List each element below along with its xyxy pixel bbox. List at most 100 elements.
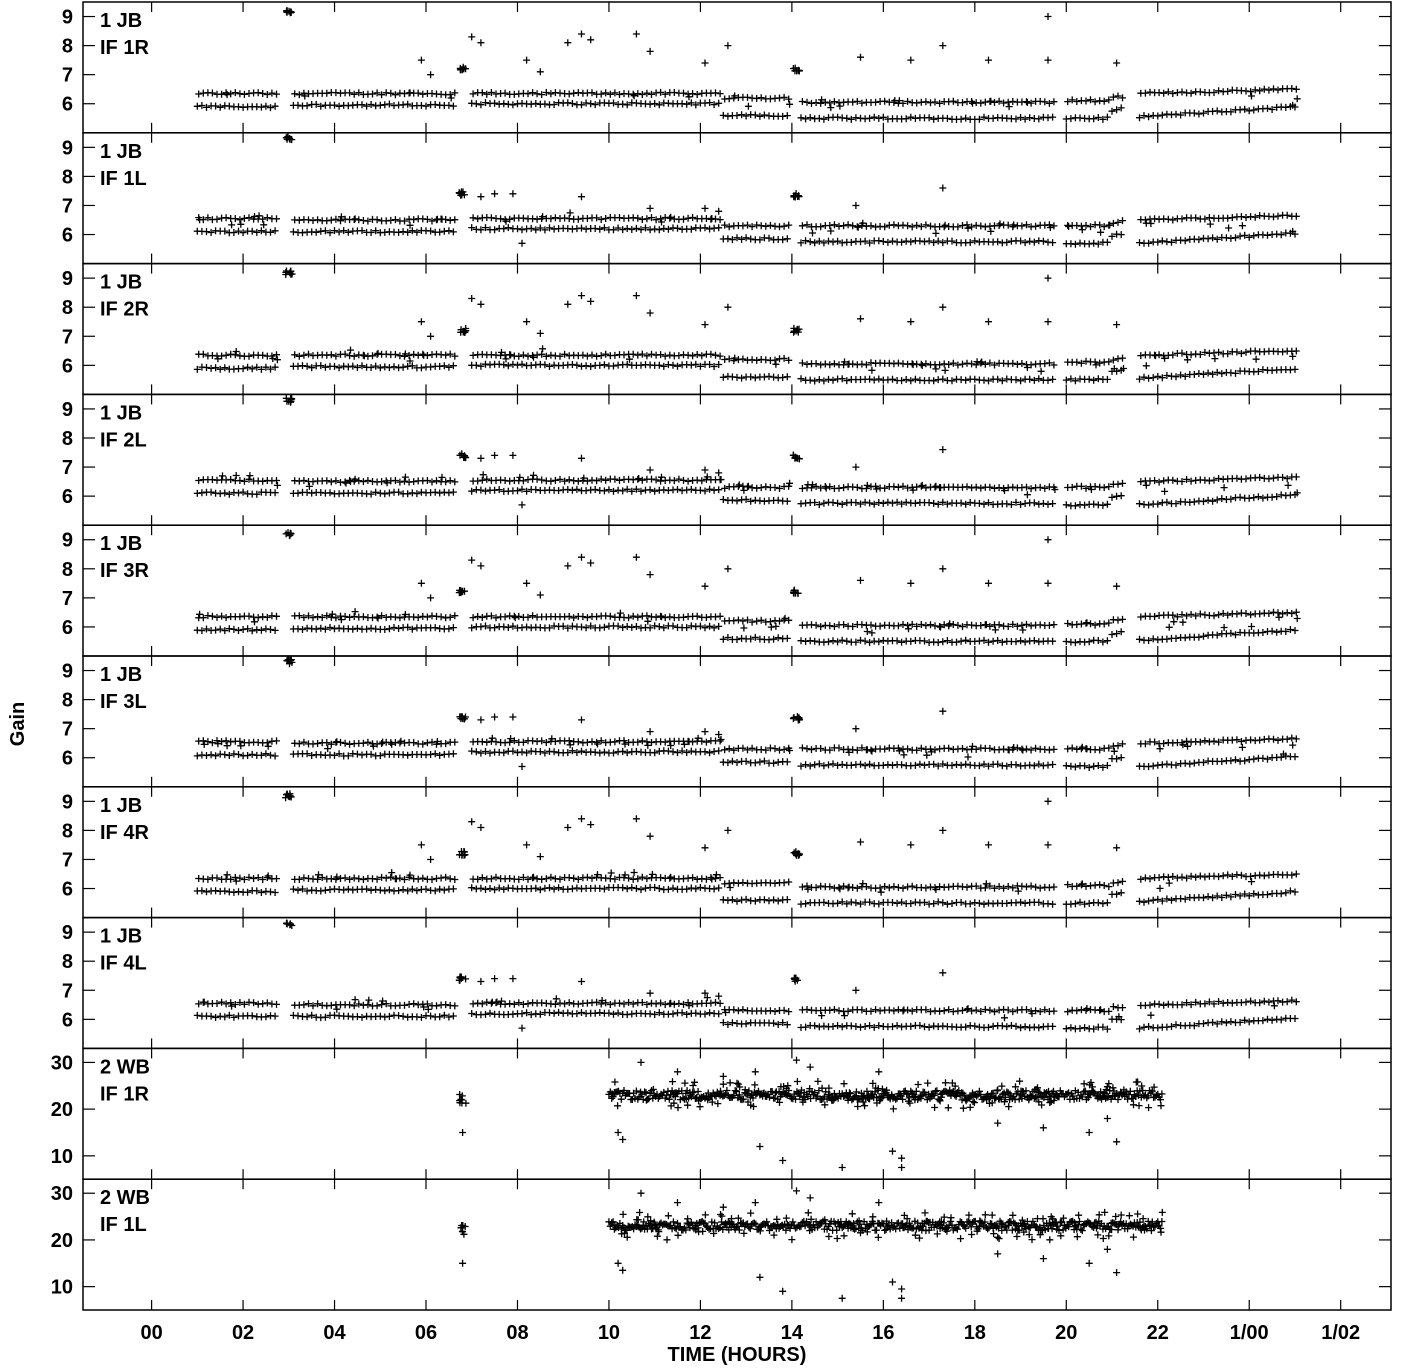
data-point xyxy=(263,214,271,222)
data-point xyxy=(333,738,341,746)
y-tick-label: 8 xyxy=(62,297,73,319)
data-point xyxy=(934,898,942,906)
data-point xyxy=(853,97,861,105)
data-point xyxy=(687,361,695,369)
panel-label-station: 1 JB xyxy=(100,533,142,555)
data-point xyxy=(620,1000,628,1008)
data-point xyxy=(834,1022,842,1030)
data-point xyxy=(790,588,797,596)
data-point xyxy=(230,888,238,896)
data-point xyxy=(327,216,335,224)
data-point xyxy=(251,213,258,220)
data-point xyxy=(583,477,591,485)
data-point xyxy=(820,239,828,247)
data-point xyxy=(898,377,906,385)
data-point xyxy=(721,746,729,754)
data-point xyxy=(1013,622,1021,630)
data-point xyxy=(564,624,572,632)
data-point xyxy=(771,1008,779,1015)
data-point xyxy=(387,216,395,224)
data-point xyxy=(1237,213,1245,221)
data-point xyxy=(456,586,464,594)
data-point xyxy=(478,1000,486,1008)
data-point xyxy=(1237,350,1245,357)
data-point xyxy=(646,47,654,55)
data-point xyxy=(1179,741,1187,749)
data-point xyxy=(477,978,485,985)
data-point xyxy=(715,992,723,1000)
data-point xyxy=(748,744,756,752)
data-point xyxy=(469,90,477,98)
data-point xyxy=(591,1009,599,1017)
data-point xyxy=(573,749,581,756)
data-point xyxy=(536,224,544,232)
data-point xyxy=(212,364,220,372)
data-point xyxy=(911,499,919,507)
data-point xyxy=(227,90,235,98)
data-point xyxy=(1232,891,1239,898)
data-point xyxy=(408,227,416,235)
data-point xyxy=(980,636,988,644)
data-point xyxy=(353,1013,361,1021)
data-point xyxy=(698,352,706,360)
data-point xyxy=(501,89,509,97)
data-point xyxy=(1248,623,1255,630)
data-point xyxy=(1187,89,1195,97)
data-point xyxy=(1023,745,1030,753)
data-point xyxy=(1091,621,1099,629)
data-point xyxy=(959,360,966,368)
data-point xyxy=(840,882,848,890)
data-point xyxy=(873,485,880,493)
data-point xyxy=(600,623,608,631)
data-point xyxy=(1049,113,1057,121)
data-point xyxy=(303,887,311,895)
data-point xyxy=(625,874,633,882)
data-point xyxy=(785,616,793,624)
data-point xyxy=(826,1006,834,1014)
data-point xyxy=(593,352,601,360)
data-point xyxy=(568,885,576,893)
data-point xyxy=(1190,498,1198,506)
data-point xyxy=(1288,610,1296,617)
data-point xyxy=(907,56,915,64)
data-point xyxy=(1071,763,1079,771)
data-point xyxy=(861,637,869,645)
data-point xyxy=(225,490,233,498)
data-point xyxy=(802,1023,810,1031)
data-point xyxy=(314,216,322,224)
data-point xyxy=(642,224,649,232)
data-point xyxy=(666,613,674,621)
data-point xyxy=(687,485,695,493)
data-point xyxy=(802,900,810,908)
data-point xyxy=(451,216,459,224)
data-point xyxy=(582,362,590,370)
data-point xyxy=(706,99,714,107)
data-point xyxy=(646,204,654,212)
data-point xyxy=(1264,104,1271,112)
data-point xyxy=(303,1013,311,1021)
data-point xyxy=(1030,637,1038,645)
data-point xyxy=(550,748,558,756)
data-point xyxy=(972,745,980,753)
data-point xyxy=(597,737,605,745)
y-tick-label: 7 xyxy=(62,719,73,741)
y-tick-label: 7 xyxy=(62,65,73,87)
data-point xyxy=(661,1001,669,1008)
data-point xyxy=(399,228,407,236)
data-point xyxy=(1005,103,1013,111)
data-point xyxy=(578,623,585,631)
y-tick-label: 7 xyxy=(62,326,73,348)
data-point xyxy=(515,875,523,883)
data-point xyxy=(218,998,226,1006)
data-point xyxy=(981,1006,989,1013)
data-point xyxy=(353,750,361,758)
data-point xyxy=(1027,99,1035,107)
data-point xyxy=(204,875,212,883)
data-point xyxy=(1232,756,1239,764)
data-point xyxy=(780,1006,788,1014)
data-point xyxy=(670,1099,678,1107)
data-point xyxy=(765,897,773,905)
data-point xyxy=(1268,106,1276,113)
data-point xyxy=(797,637,805,645)
